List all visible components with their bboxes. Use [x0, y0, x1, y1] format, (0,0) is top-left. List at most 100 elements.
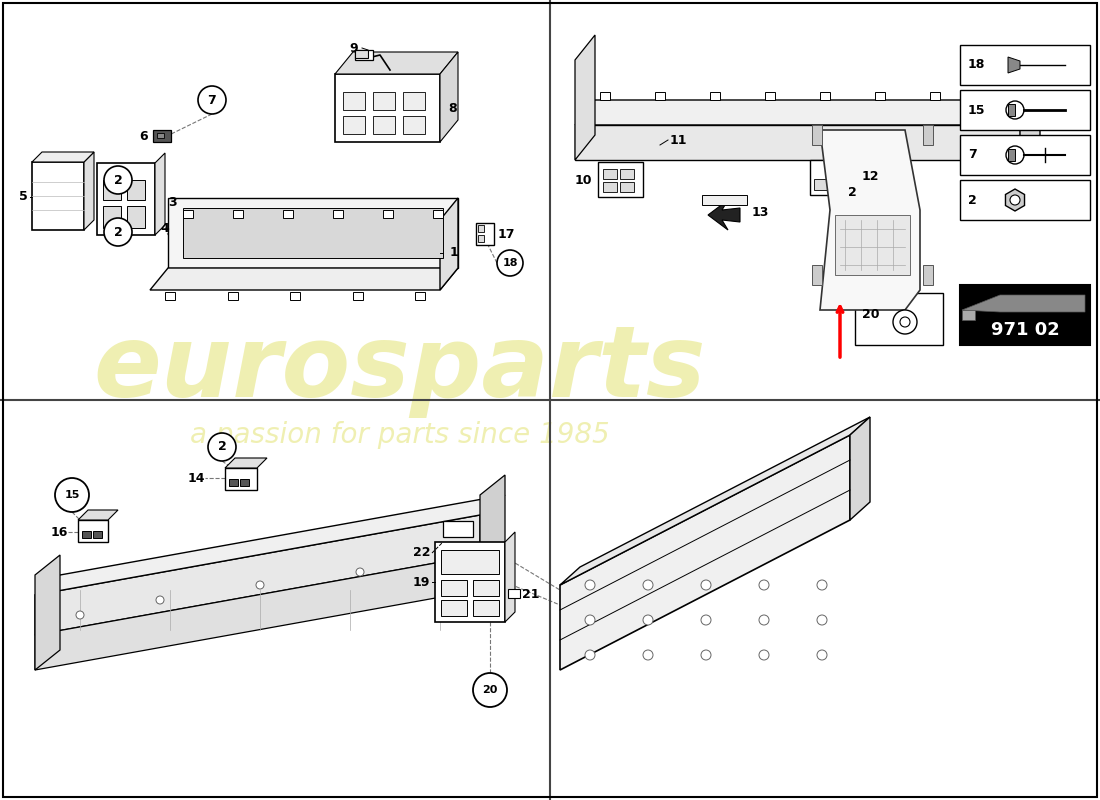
Polygon shape: [575, 125, 1020, 160]
Bar: [984, 92, 996, 100]
Text: 19: 19: [412, 575, 430, 589]
Bar: [233, 210, 243, 218]
Circle shape: [356, 568, 364, 576]
Bar: [415, 292, 425, 300]
Circle shape: [1010, 195, 1020, 205]
Circle shape: [817, 650, 827, 660]
Bar: [855, 293, 943, 345]
Bar: [812, 125, 822, 145]
Text: 12: 12: [862, 170, 880, 183]
Polygon shape: [480, 475, 505, 590]
Bar: [603, 182, 617, 192]
Text: 3: 3: [168, 195, 177, 209]
Text: 2: 2: [968, 194, 977, 206]
Bar: [103, 206, 121, 228]
Circle shape: [817, 580, 827, 590]
Bar: [183, 210, 192, 218]
Polygon shape: [35, 555, 60, 670]
Circle shape: [104, 218, 132, 246]
Bar: [343, 92, 365, 110]
Text: 971 02: 971 02: [991, 321, 1059, 339]
Polygon shape: [1020, 100, 1040, 160]
Text: 9: 9: [350, 42, 358, 54]
Bar: [473, 600, 499, 616]
Circle shape: [256, 581, 264, 589]
Text: 15: 15: [64, 490, 79, 500]
Polygon shape: [440, 198, 458, 290]
Text: 16: 16: [51, 526, 68, 538]
Bar: [343, 116, 365, 134]
Polygon shape: [35, 495, 505, 595]
Bar: [441, 600, 468, 616]
Bar: [290, 292, 300, 300]
Bar: [960, 135, 1090, 175]
Bar: [923, 125, 933, 145]
Circle shape: [644, 615, 653, 625]
Polygon shape: [440, 52, 458, 142]
Bar: [434, 542, 505, 622]
Text: 6: 6: [140, 130, 148, 142]
Text: 1: 1: [450, 246, 459, 259]
Polygon shape: [560, 417, 870, 585]
Circle shape: [893, 310, 917, 334]
Polygon shape: [150, 268, 458, 290]
Polygon shape: [962, 310, 975, 320]
Bar: [32, 162, 84, 230]
Circle shape: [1006, 101, 1024, 119]
Circle shape: [585, 650, 595, 660]
Bar: [620, 169, 634, 179]
Text: 7: 7: [208, 94, 217, 106]
Polygon shape: [962, 295, 1085, 312]
Bar: [835, 179, 851, 190]
Text: 17: 17: [498, 227, 516, 241]
Bar: [820, 92, 830, 100]
Bar: [352, 292, 363, 300]
Text: 21: 21: [522, 587, 539, 601]
Text: 15: 15: [968, 103, 986, 117]
Circle shape: [759, 580, 769, 590]
Text: 2: 2: [218, 441, 227, 454]
Bar: [283, 210, 293, 218]
Bar: [960, 180, 1090, 220]
Bar: [960, 285, 1090, 345]
Bar: [240, 479, 249, 486]
Circle shape: [497, 250, 522, 276]
Bar: [710, 92, 720, 100]
Bar: [478, 235, 484, 242]
Polygon shape: [575, 100, 1040, 125]
Bar: [764, 92, 776, 100]
Bar: [126, 206, 145, 228]
Polygon shape: [226, 458, 267, 468]
Bar: [126, 180, 145, 200]
Polygon shape: [35, 555, 480, 670]
Text: 11: 11: [670, 134, 688, 146]
Bar: [1008, 104, 1015, 116]
Circle shape: [701, 615, 711, 625]
Text: 8: 8: [448, 102, 456, 114]
Text: a passion for parts since 1985: a passion for parts since 1985: [190, 421, 609, 449]
Polygon shape: [78, 510, 118, 520]
Polygon shape: [1008, 57, 1020, 73]
Text: 2: 2: [113, 174, 122, 186]
Bar: [78, 520, 108, 542]
Bar: [383, 210, 393, 218]
Circle shape: [208, 433, 236, 461]
Text: 20: 20: [862, 309, 880, 322]
Text: 7: 7: [968, 149, 977, 162]
Bar: [835, 215, 910, 275]
Polygon shape: [505, 532, 515, 622]
Bar: [433, 210, 443, 218]
Polygon shape: [355, 50, 368, 58]
Bar: [923, 265, 933, 285]
Circle shape: [198, 86, 226, 114]
Bar: [333, 210, 343, 218]
Circle shape: [817, 615, 827, 625]
Bar: [1008, 149, 1015, 161]
Polygon shape: [560, 435, 850, 670]
Bar: [508, 589, 520, 598]
Bar: [336, 74, 440, 142]
Bar: [103, 180, 121, 200]
Circle shape: [55, 478, 89, 512]
Bar: [82, 531, 91, 538]
Bar: [478, 225, 484, 232]
